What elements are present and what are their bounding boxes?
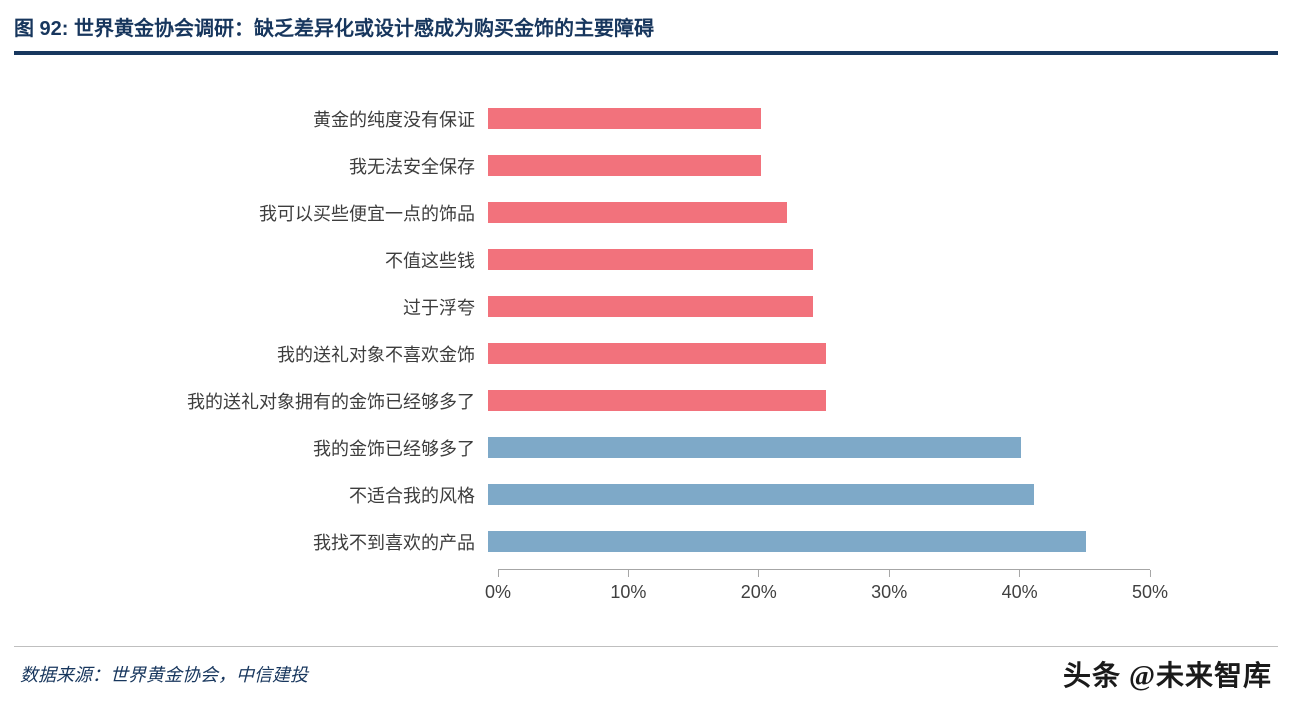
x-tick-label: 40%: [1001, 582, 1038, 602]
bar-label: 我的送礼对象拥有的金饰已经够多了: [187, 391, 475, 412]
tick-mark: [627, 570, 629, 577]
bar: [488, 296, 813, 317]
figure-title: 图 92: 世界黄金协会调研：缺乏差异化或设计感成为购买金饰的主要障碍: [14, 18, 655, 40]
x-axis-tick: 20%: [741, 570, 777, 603]
chart-row: 我可以买些便宜一点的饰品: [10, 189, 1150, 236]
x-tick-label: 30%: [871, 582, 908, 602]
figure-header: 图 92: 世界黄金协会调研：缺乏差异化或设计感成为购买金饰的主要障碍: [0, 0, 1292, 55]
chart-row: 我的金饰已经够多了: [10, 424, 1150, 471]
x-tick-label: 10%: [610, 582, 647, 602]
bar-track: [488, 531, 1138, 552]
bar-chart: 黄金的纯度没有保证我无法安全保存我可以买些便宜一点的饰品不值这些钱过于浮夸我的送…: [0, 95, 1292, 609]
bar-label: 我找不到喜欢的产品: [313, 532, 475, 553]
chart-row: 我找不到喜欢的产品: [10, 518, 1150, 565]
tick-mark: [1019, 570, 1021, 577]
chart-row: 我的送礼对象不喜欢金饰: [10, 330, 1150, 377]
brand-watermark: 头条 @未来智库: [1062, 660, 1272, 692]
bar: [488, 437, 1021, 458]
bar: [488, 249, 813, 270]
bar-label: 黄金的纯度没有保证: [313, 109, 475, 130]
figure-footer: 数据来源：世界黄金协会，中信建投 头条 @未来智库: [14, 646, 1278, 706]
bar-track: [488, 437, 1138, 458]
x-tick-label: 0%: [484, 582, 512, 602]
x-axis-tick: 30%: [871, 570, 907, 603]
tick-mark: [497, 570, 499, 577]
bar: [488, 531, 1086, 552]
chart-row: 黄金的纯度没有保证: [10, 95, 1150, 142]
bar: [488, 108, 761, 129]
x-axis-tick: 10%: [610, 570, 646, 603]
bar-track: [488, 155, 1138, 176]
bar: [488, 343, 826, 364]
tick-mark: [758, 570, 760, 577]
chart-row: 我无法安全保存: [10, 142, 1150, 189]
chart-row: 不值这些钱: [10, 236, 1150, 283]
data-source-text: 数据来源：世界黄金协会，中信建投: [20, 664, 308, 685]
x-axis-tick: 40%: [1002, 570, 1038, 603]
bar: [488, 484, 1034, 505]
tick-mark: [888, 570, 890, 577]
bar-label: 过于浮夸: [403, 297, 475, 318]
chart-row: 不适合我的风格: [10, 471, 1150, 518]
bar-label: 我无法安全保存: [349, 156, 475, 177]
bar-label: 不值这些钱: [385, 250, 475, 271]
x-axis-tick: 50%: [1132, 570, 1168, 603]
bar-track: [488, 390, 1138, 411]
bar-track: [488, 296, 1138, 317]
chart-rows: 黄金的纯度没有保证我无法安全保存我可以买些便宜一点的饰品不值这些钱过于浮夸我的送…: [10, 95, 1292, 565]
bar-label: 我可以买些便宜一点的饰品: [259, 203, 475, 224]
chart-row: 我的送礼对象拥有的金饰已经够多了: [10, 377, 1150, 424]
bar: [488, 390, 826, 411]
x-tick-label: 50%: [1131, 582, 1169, 602]
x-axis: 0% 10% 20% 30% 40% 50%: [485, 569, 1168, 609]
bar-track: [488, 484, 1138, 505]
bar-track: [488, 108, 1138, 129]
bar-label: 我的金饰已经够多了: [313, 438, 475, 459]
x-axis-tick: 0%: [485, 570, 511, 603]
x-tick-label: 20%: [740, 582, 777, 602]
bar-label: 我的送礼对象不喜欢金饰: [277, 344, 475, 365]
bar-track: [488, 202, 1138, 223]
bar: [488, 155, 761, 176]
title-divider: [14, 51, 1278, 55]
bar-track: [488, 343, 1138, 364]
tick-mark: [1149, 570, 1151, 577]
bar-label: 不适合我的风格: [349, 485, 475, 506]
bar-track: [488, 249, 1138, 270]
chart-row: 过于浮夸: [10, 283, 1150, 330]
bar: [488, 202, 787, 223]
